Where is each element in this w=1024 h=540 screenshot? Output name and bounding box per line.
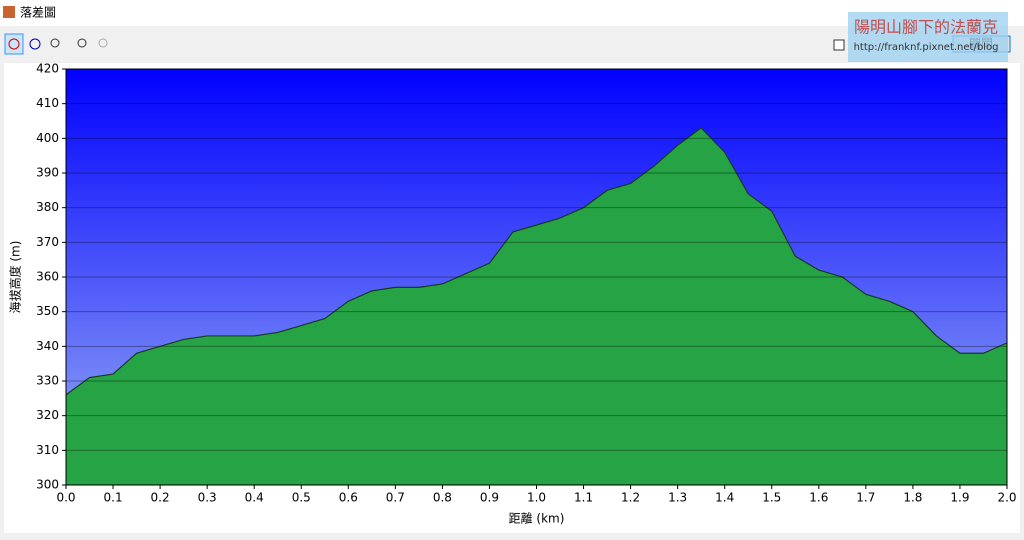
y-tick-label: 350 [36,304,59,318]
window-title: 落差圖 [20,6,56,20]
checkbox[interactable] [833,39,845,51]
x-tick-label: 0.0 [56,491,75,505]
tool-button[interactable] [4,33,24,55]
y-tick-label: 340 [36,339,59,353]
x-tick-label: 1.2 [621,491,640,505]
plot-frame [65,68,1008,486]
x-tick-label: 0.6 [339,491,358,505]
x-tick-label: 1.6 [809,491,828,505]
y-tick-label: 370 [36,235,59,249]
y-tick-label: 320 [36,408,59,422]
y-tick-label: 330 [36,374,59,388]
x-tick-label: 1.3 [668,491,687,505]
x-tick-label: 0.7 [386,491,405,505]
y-tick-label: 310 [36,443,59,457]
watermark-url: http://franknf.pixnet.net/blog [854,42,999,53]
x-tick-label: 0.8 [433,491,452,505]
watermark-title: 陽明山腳下的法蘭克 [854,18,998,37]
x-tick-label: 1.8 [903,491,922,505]
x-tick-label: 0.5 [292,491,311,505]
zoom-out[interactable] [98,38,108,48]
y-axis-title: 海拔高度 (m) [8,241,23,314]
y-tick-label: 300 [36,478,59,492]
tool-icon[interactable] [8,38,20,50]
x-tick-label: 0.9 [480,491,499,505]
x-tick-label: 1.9 [950,491,969,505]
line [65,127,1008,396]
area [66,127,1007,485]
watermark-box [848,12,1008,62]
x-tick-label: 0.1 [104,491,123,505]
y-tick-label: 390 [36,166,59,180]
x-tick-label: 1.1 [574,491,593,505]
tool-icon[interactable] [50,38,60,48]
x-tick-label: 1.5 [762,491,781,505]
app-icon [3,6,15,18]
zoom-in[interactable] [77,38,87,48]
y-tick-label: 380 [36,200,59,214]
x-tick-label: 1.0 [527,491,546,505]
x-tick-label: 1.7 [856,491,875,505]
x-tick-label: 0.2 [151,491,170,505]
x-axis-title: 距離 (km) [509,512,565,526]
x-tick-label: 1.4 [715,491,734,505]
x-tick-label: 0.4 [245,491,264,505]
x-tick-label: 2.0 [997,491,1016,505]
y-tick-label: 420 [36,62,59,76]
x-tick-label: 0.3 [198,491,217,505]
tool-icon[interactable] [29,38,41,50]
y-tick-label: 410 [36,96,59,110]
y-tick-label: 360 [36,270,59,284]
y-tick-label: 400 [36,131,59,145]
